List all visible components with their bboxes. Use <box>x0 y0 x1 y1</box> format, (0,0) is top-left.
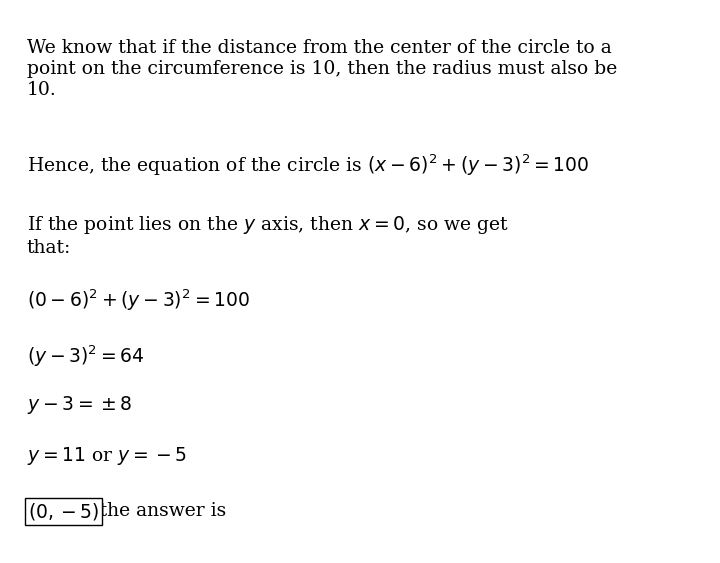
Text: $(0, -5)$: $(0, -5)$ <box>27 501 99 522</box>
Text: $y = 11$ or $y = -5$: $y = 11$ or $y = -5$ <box>27 445 186 467</box>
Text: Hence, the equation of the circle is $(x - 6)^2 + (y - 3)^2 = 100$: Hence, the equation of the circle is $(x… <box>27 152 589 177</box>
Text: If the point lies on the $y$ axis, then $x = 0$, so we get
that:: If the point lies on the $y$ axis, then … <box>27 214 508 257</box>
Text: $(y - 3)^2 = 64$: $(y - 3)^2 = 64$ <box>27 343 144 369</box>
Text: Hence, the answer is: Hence, the answer is <box>27 501 232 519</box>
Text: $(0 - 6)^2 + (y - 3)^2 = 100$: $(0 - 6)^2 + (y - 3)^2 = 100$ <box>27 287 250 312</box>
Text: Hence, the answer is: Hence, the answer is <box>0 562 1 563</box>
Text: We know that if the distance from the center of the circle to a
point on the cir: We know that if the distance from the ce… <box>27 39 617 99</box>
Text: $y - 3 = \pm 8$: $y - 3 = \pm 8$ <box>27 394 132 416</box>
